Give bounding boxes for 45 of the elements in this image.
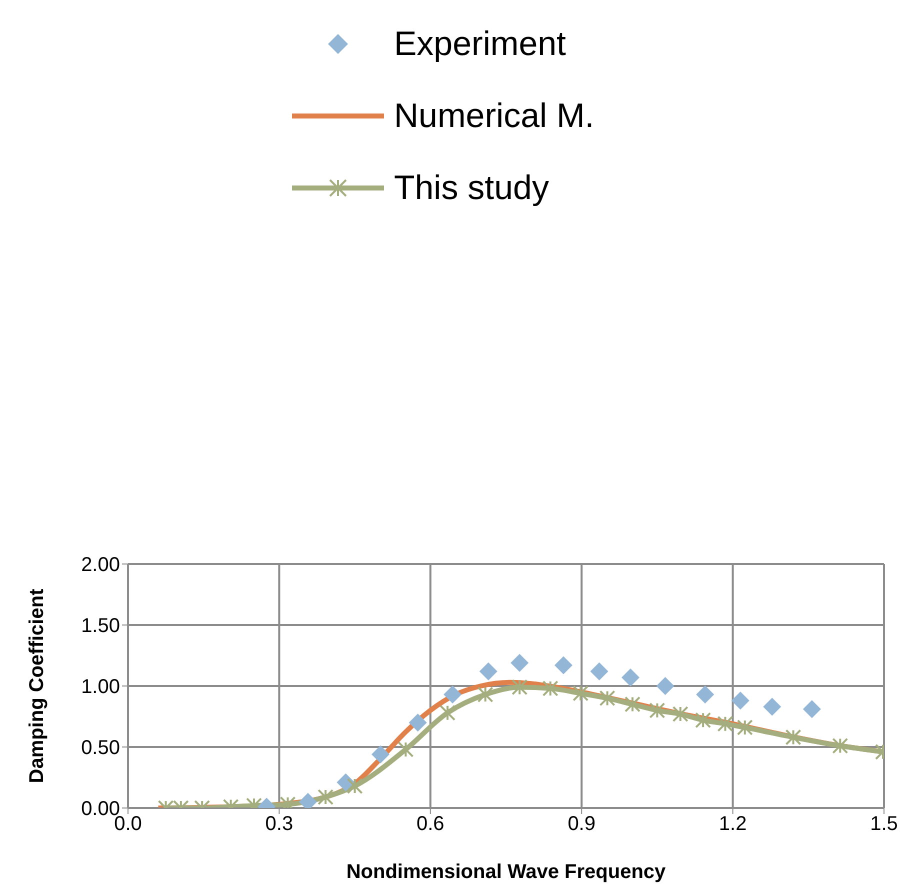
x-tick-label: 0.9: [568, 813, 596, 836]
point: [590, 662, 608, 680]
point: [372, 745, 390, 764]
point: [832, 738, 848, 754]
point: [695, 712, 712, 728]
x-tick-label: 0.3: [265, 813, 294, 836]
point: [736, 719, 753, 736]
point: [624, 696, 641, 712]
point: [672, 706, 688, 722]
point: [621, 668, 640, 686]
point: [444, 686, 462, 704]
point: [717, 716, 734, 732]
point: [656, 677, 674, 695]
point: [554, 656, 572, 674]
point: [763, 698, 782, 716]
point: [696, 686, 714, 704]
point: [785, 729, 802, 746]
point: [802, 700, 821, 718]
y-axis-title: Damping Coefficient: [26, 588, 48, 784]
point: [572, 685, 589, 702]
point: [510, 654, 529, 672]
point: [479, 662, 498, 680]
point: [398, 741, 414, 758]
point: [599, 690, 616, 706]
legend-label: This study: [394, 168, 550, 208]
y-tick-label: 2.00: [81, 554, 120, 576]
point: [440, 704, 456, 721]
x-tick-label: 1.2: [718, 813, 747, 836]
y-tick-label: 0.50: [81, 737, 120, 760]
point: [408, 714, 427, 732]
y-tick-label: 1.50: [81, 615, 120, 638]
point: [477, 686, 494, 703]
legend-label: Numerical M.: [394, 96, 596, 136]
point: [512, 679, 528, 696]
y-tick-label: 1.00: [81, 676, 120, 698]
x-tick-label: 1.5: [870, 813, 898, 836]
point: [336, 773, 355, 792]
point: [318, 789, 334, 806]
x-axis-title: Nondimensional Wave Frequency: [346, 861, 667, 883]
legend-label: Experiment: [394, 24, 567, 64]
point: [649, 702, 666, 718]
point: [731, 692, 750, 710]
x-tick-label: 0.6: [416, 813, 444, 836]
point: [542, 680, 558, 696]
point: [346, 778, 363, 794]
